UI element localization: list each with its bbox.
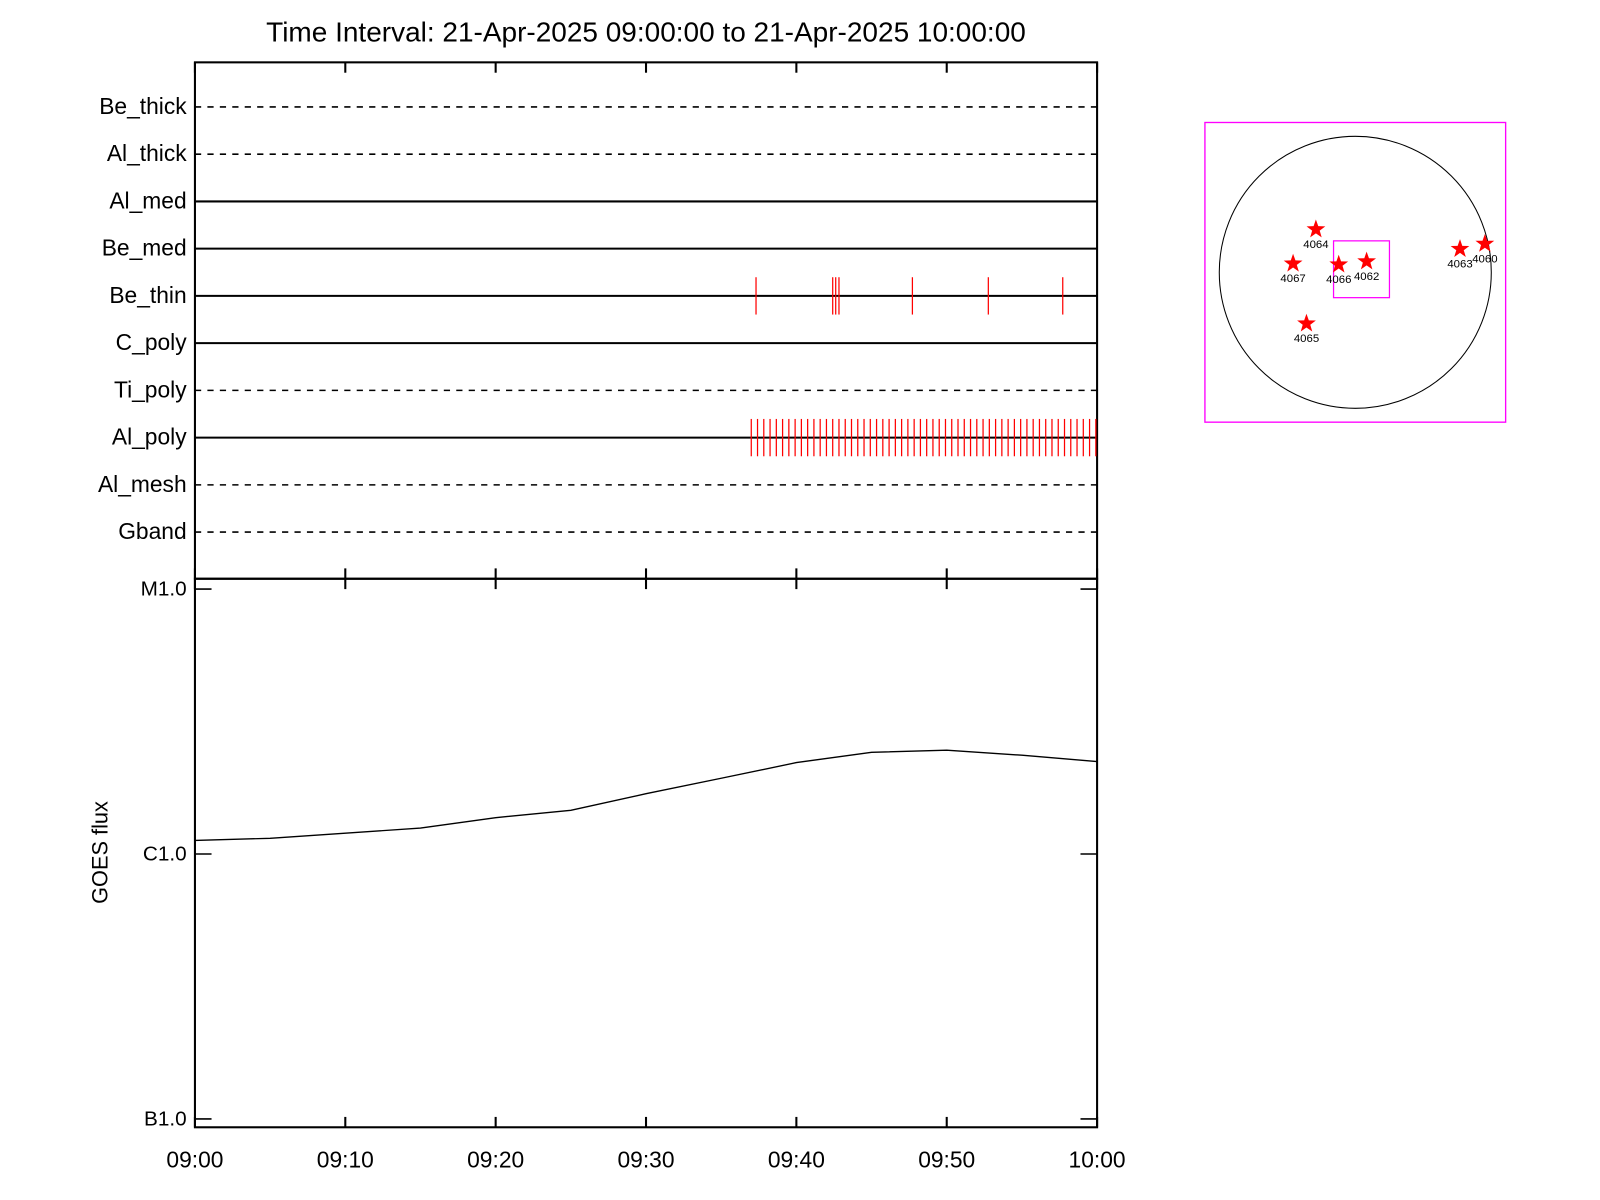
x-tick-label: 09:00 (166, 1147, 223, 1173)
region-label: 4060 (1472, 253, 1497, 265)
filter-label: Gband (118, 518, 186, 544)
region-label: 4063 (1447, 259, 1472, 271)
filter-label: Be_thick (99, 93, 187, 119)
filter-label: C_poly (116, 329, 188, 355)
x-tick-label: 09:50 (918, 1147, 975, 1173)
filter-label: Al_med (109, 187, 186, 213)
goes-curve (194, 749, 1098, 842)
x-tick-label: 09:10 (317, 1147, 374, 1173)
region-marker (1329, 254, 1349, 273)
x-tick-label: 09:20 (467, 1147, 524, 1173)
y-tick-label: B1.0 (144, 1107, 187, 1130)
plot-frame (193, 577, 1099, 1129)
region-marker (1450, 239, 1470, 257)
x-tick-label: 10:00 (1069, 1147, 1126, 1173)
chart-title: Time Interval: 21-Apr-2025 09:00:00 to 2… (266, 17, 1026, 48)
region-marker (1297, 313, 1316, 332)
field-of-view (1332, 240, 1391, 299)
region-label: 4062 (1354, 271, 1379, 283)
filter-label: Ti_poly (114, 376, 187, 402)
x-tick-label: 09:40 (768, 1147, 825, 1173)
region-label: 4064 (1303, 239, 1328, 251)
region-label: 4066 (1326, 274, 1351, 286)
y-tick-label: C1.0 (143, 843, 187, 866)
y-tick-label: M1.0 (141, 578, 187, 601)
filter-label: Al_thick (107, 140, 187, 166)
region-marker (1283, 253, 1303, 272)
region-label: 4065 (1294, 333, 1319, 345)
filter-label: Al_mesh (98, 471, 187, 497)
region-marker (1306, 219, 1326, 238)
map-frame (1204, 121, 1507, 423)
filter-label: Be_med (102, 235, 187, 261)
region-marker (1475, 233, 1495, 252)
region-marker (1357, 251, 1377, 270)
filter-label: Be_thin (109, 282, 186, 308)
region-label: 4067 (1280, 273, 1305, 285)
x-tick-label: 09:30 (617, 1147, 674, 1173)
y-axis-label: GOES flux (87, 801, 112, 904)
plot-frame (193, 61, 1099, 580)
filter-label: Al_poly (112, 424, 187, 450)
solar-disk (1218, 135, 1492, 409)
